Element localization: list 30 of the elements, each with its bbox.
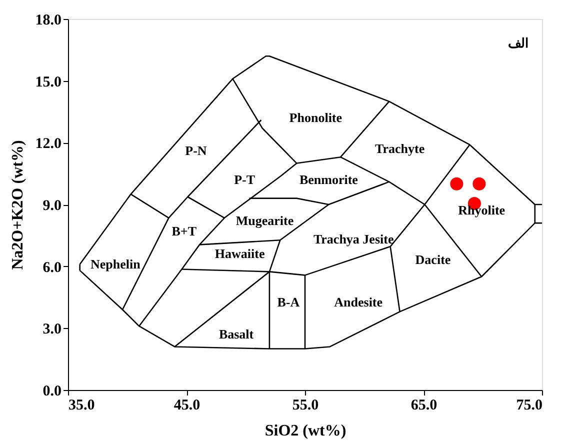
x-tick-label: 45.0: [174, 398, 200, 414]
annotation: Basalt: [218, 326, 254, 342]
x-tick-label: 65.0: [410, 398, 438, 414]
annotation: P-N: [185, 142, 208, 158]
annotation: Phonolite: [289, 110, 342, 125]
y-axis-title: Na2O+K2O (wt%): [9, 140, 26, 270]
x-axis-title: SiO2 (wt%): [264, 422, 346, 440]
annotation: Mugearite: [236, 212, 294, 228]
annotation: P-T: [234, 172, 256, 187]
annotation: Nephelin: [90, 256, 142, 272]
y-tick-label: 0.0: [42, 384, 62, 400]
annotation: Dacite: [415, 252, 451, 268]
y-tick-label: 6.0: [42, 260, 62, 276]
annotation: Trachyte: [375, 140, 425, 156]
y-tick-label: 18.0: [35, 12, 62, 28]
y-tick-label: 12.0: [35, 136, 62, 152]
annotation: Rhyolite: [458, 202, 506, 218]
x-tick-label: 35.0: [68, 398, 95, 414]
annotation: Andesite: [334, 294, 383, 310]
annotation: Benmorite: [299, 172, 358, 187]
annotation: Trachya Jesite: [313, 232, 394, 247]
y-tick-label: 9.0: [42, 198, 62, 214]
y-tick-label: 15.0: [35, 74, 62, 90]
annotation: الف: [508, 36, 529, 51]
x-tick-label: 75.0: [516, 398, 542, 414]
x-tick-label: 55.0: [292, 398, 319, 414]
annotation: Hawaiite: [214, 246, 265, 261]
annotation: B-A: [277, 294, 300, 310]
y-tick-label: 3.0: [42, 322, 62, 338]
annotation: B+T: [172, 223, 197, 238]
